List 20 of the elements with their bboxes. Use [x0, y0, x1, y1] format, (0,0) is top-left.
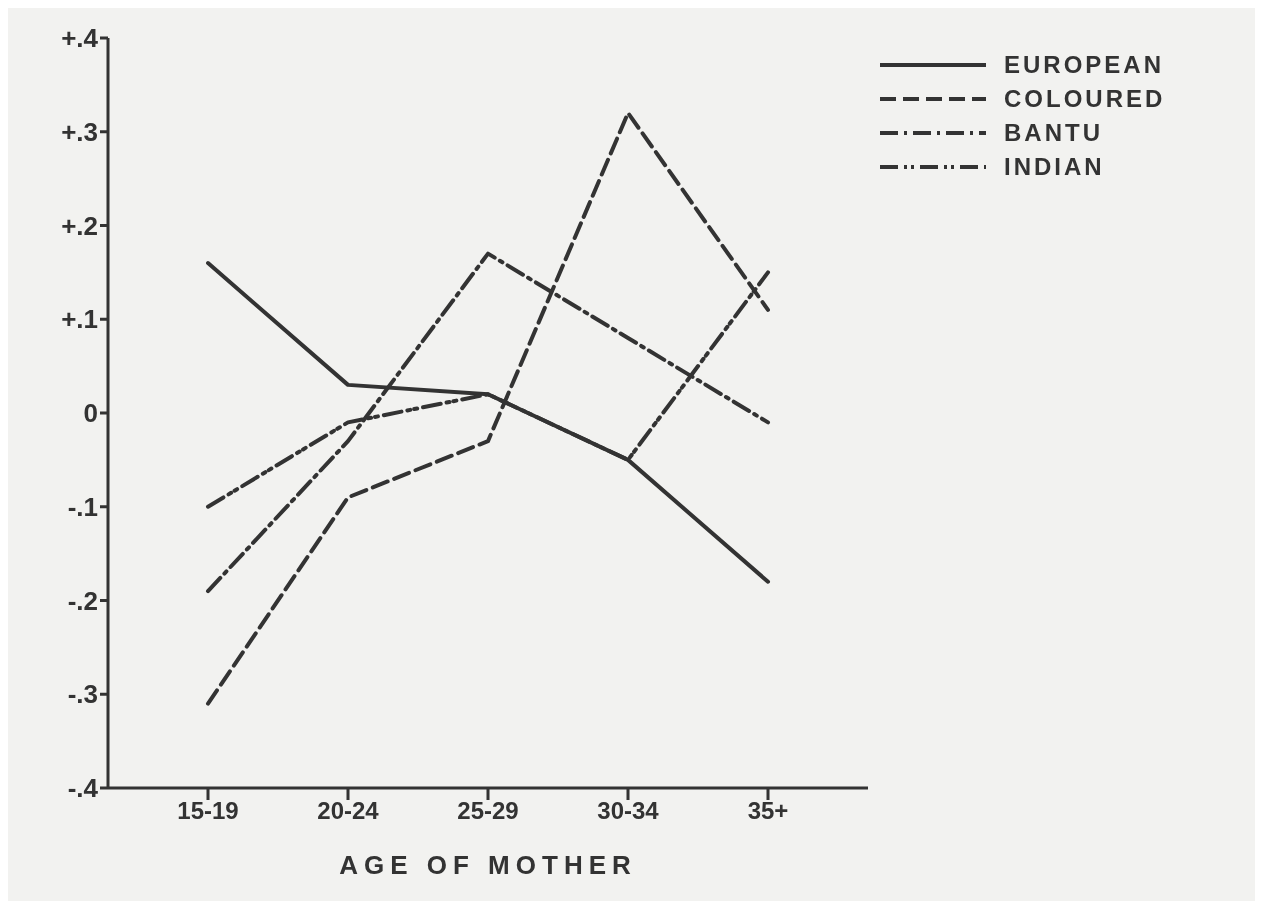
- legend-label: EUROPEAN: [1004, 51, 1165, 79]
- y-tick-label: 0: [83, 398, 98, 429]
- y-tick-label: +.3: [61, 116, 98, 147]
- y-tick-label: +.1: [61, 304, 98, 335]
- y-tick-label: +.2: [61, 210, 98, 241]
- y-tick-label: -.4: [67, 773, 99, 804]
- y-tick-label: -.3: [67, 679, 98, 710]
- x-tick-label: 15-19: [177, 797, 239, 825]
- x-tick-label: 35+: [747, 797, 789, 825]
- line-series: [206, 111, 770, 706]
- x-tick-label: 20-24: [317, 797, 380, 825]
- legend-label: INDIAN: [1004, 153, 1105, 181]
- x-axis-title: AGE OF MOTHER: [339, 850, 637, 880]
- y-tick-label: +.4: [61, 23, 99, 54]
- x-tick-label: 25-29: [457, 797, 519, 825]
- y-tick-label: -.1: [67, 491, 98, 522]
- legend-label: COLOURED: [1004, 85, 1166, 113]
- legend-label: BANTU: [1004, 119, 1103, 147]
- x-tick-label: 30-34: [597, 797, 660, 825]
- y-tick-label: -.2: [67, 585, 98, 616]
